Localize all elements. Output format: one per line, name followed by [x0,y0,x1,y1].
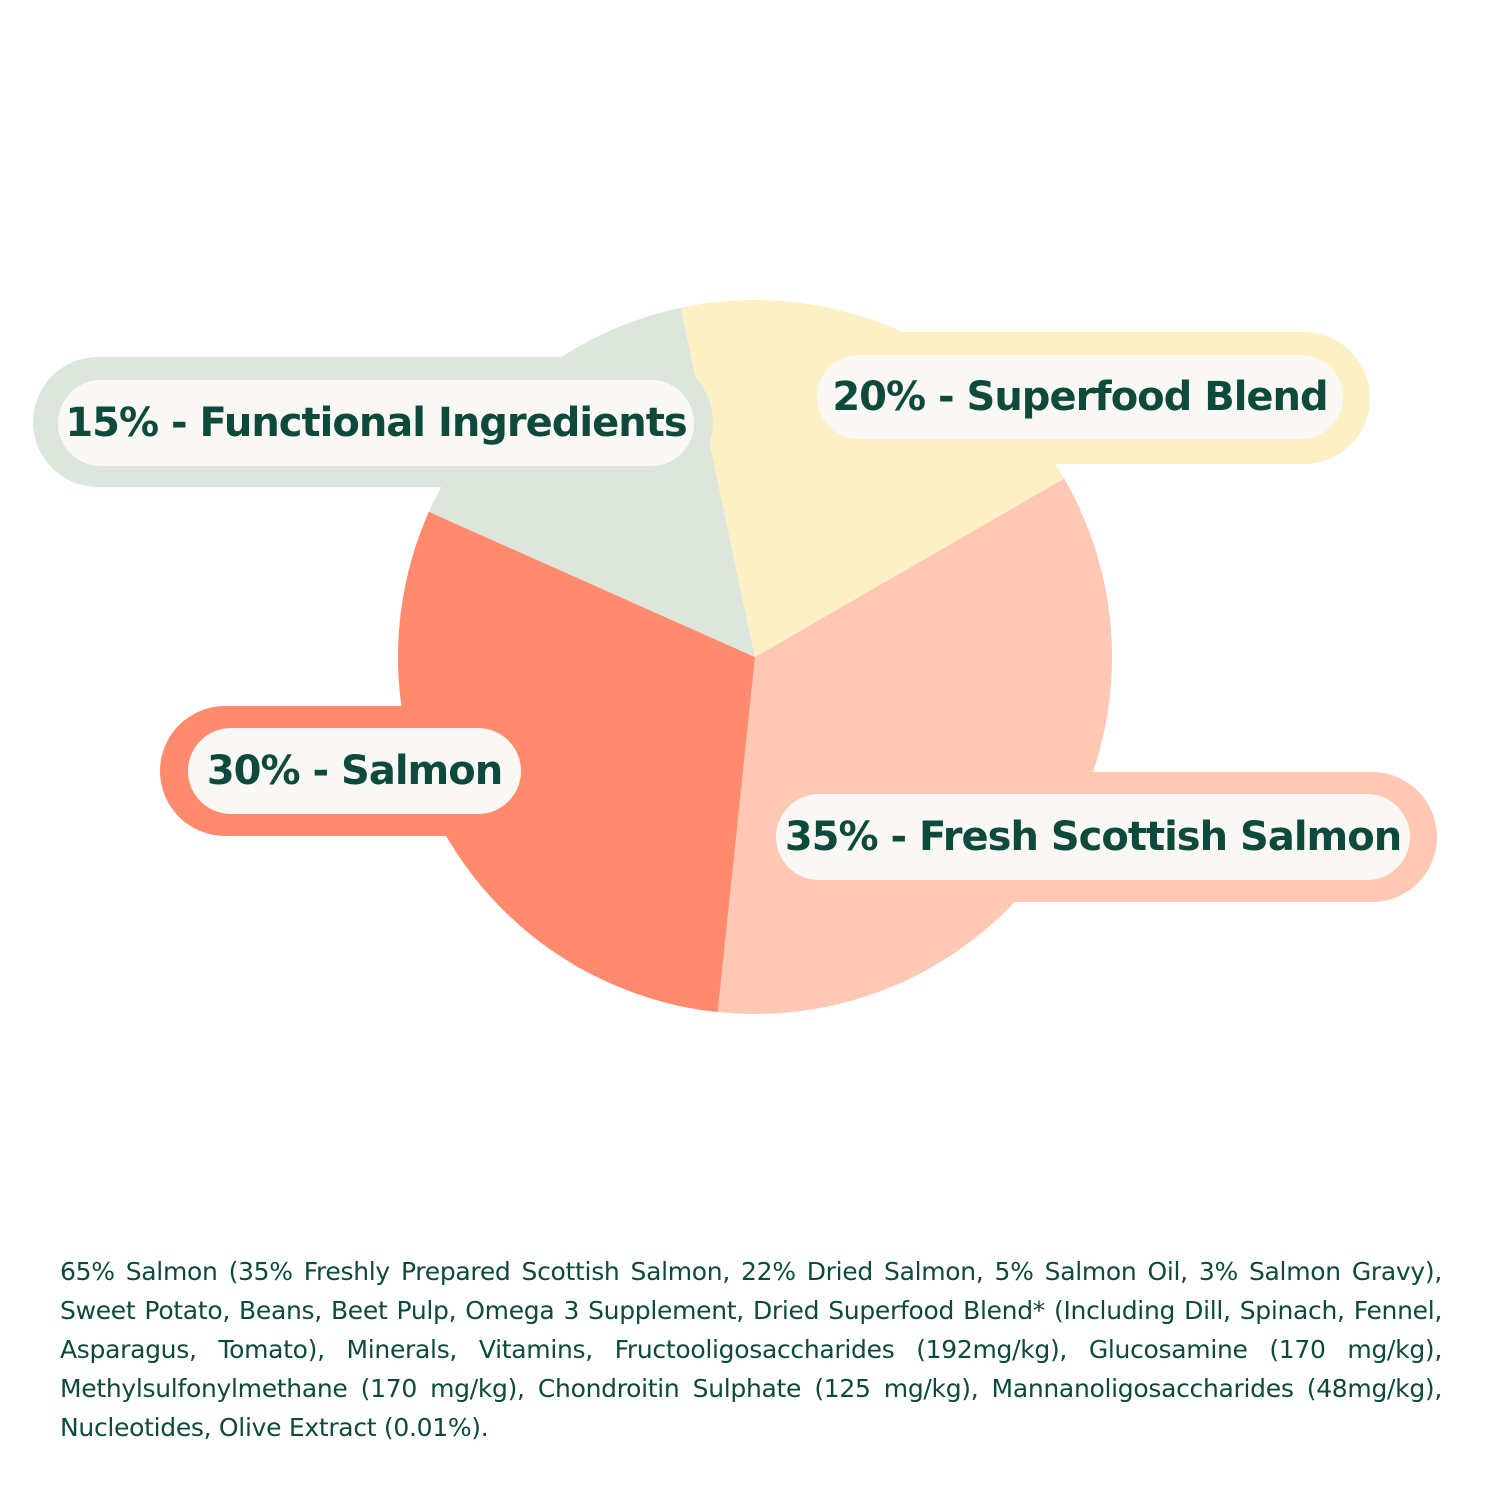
slice-label-functional: 15% - Functional Ingredients [58,380,694,466]
slice-label-fresh-scottish: 35% - Fresh Scottish Salmon [776,794,1410,880]
slice-label-superfood: 20% - Superfood Blend [817,355,1343,439]
slice-label-text-salmon: 30% - Salmon [206,748,503,794]
slice-salmon [397,511,755,1013]
ingredients-list: 65% Salmon (35% Freshly Prepared Scottis… [60,1257,1442,1442]
slice-label-text-functional: 15% - Functional Ingredients [65,400,687,446]
slice-label-salmon: 30% - Salmon [188,728,521,814]
slice-label-text-fresh-scottish: 35% - Fresh Scottish Salmon [784,814,1402,860]
slice-label-text-superfood: 20% - Superfood Blend [832,374,1328,420]
